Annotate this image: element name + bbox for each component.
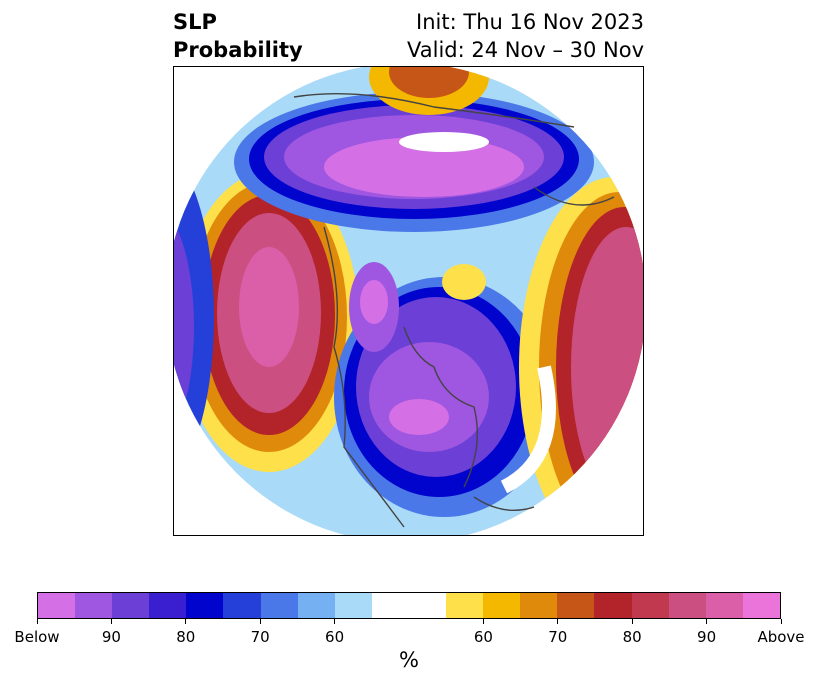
colorbar-segment	[38, 593, 76, 618]
colorbar-unit: %	[399, 648, 419, 672]
colorbar-tick-label: Above	[757, 628, 805, 646]
colorbar-segment	[446, 593, 484, 618]
colorbar-tickmark	[557, 619, 559, 624]
colorbar-segment	[186, 593, 224, 618]
title-line-variable: SLP	[173, 10, 217, 34]
colorbar-segment	[742, 593, 780, 618]
colorbar-segment	[112, 593, 150, 618]
colorbar-tick-label: 70	[548, 628, 568, 646]
colorbar-tickmark	[706, 619, 708, 624]
map-title: SLP Probability	[173, 8, 303, 64]
map-graphic	[174, 67, 643, 535]
colorbar-tickmark	[36, 619, 38, 624]
colorbar-tickmark	[259, 619, 261, 624]
colorbar-tickmark	[334, 619, 336, 624]
init-date: Init: Thu 16 Nov 2023	[416, 10, 644, 34]
colorbar-segment	[668, 593, 706, 618]
colorbar-segment	[371, 593, 409, 618]
colorbar-segment	[260, 593, 298, 618]
probability-map	[173, 66, 644, 536]
colorbar-segment	[557, 593, 595, 618]
colorbar-tickmark	[185, 619, 187, 624]
colorbar-tickmark	[482, 619, 484, 624]
colorbar-tick-label: 90	[697, 628, 717, 646]
colorbar	[37, 592, 781, 619]
colorbar-segment	[75, 593, 113, 618]
colorbar-tick-label: 70	[250, 628, 270, 646]
colorbar-segment	[149, 593, 187, 618]
colorbar-tickmark	[110, 619, 112, 624]
colorbar-tick-label: Below	[14, 628, 60, 646]
valid-range: Valid: 24 Nov – 30 Nov	[407, 38, 644, 62]
colorbar-segment	[631, 593, 669, 618]
colorbar-segment	[483, 593, 521, 618]
colorbar-segment	[334, 593, 372, 618]
title-line-type: Probability	[173, 38, 303, 62]
colorbar-segment	[705, 593, 743, 618]
colorbar-tick-label: 80	[176, 628, 196, 646]
colorbar-segment	[223, 593, 261, 618]
colorbar-segment	[297, 593, 335, 618]
colorbar-segment	[520, 593, 558, 618]
coastlines	[293, 92, 615, 528]
map-dates: Init: Thu 16 Nov 2023 Valid: 24 Nov – 30…	[407, 8, 644, 64]
colorbar-tick-label: 60	[473, 628, 493, 646]
colorbar-segment	[408, 593, 447, 618]
colorbar-tickmark	[780, 619, 782, 624]
colorbar-tick-label: 80	[622, 628, 642, 646]
colorbar-tick-label: 60	[325, 628, 345, 646]
colorbar-tickmark	[631, 619, 633, 624]
colorbar-segment	[594, 593, 632, 618]
colorbar-tick-label: 90	[101, 628, 121, 646]
